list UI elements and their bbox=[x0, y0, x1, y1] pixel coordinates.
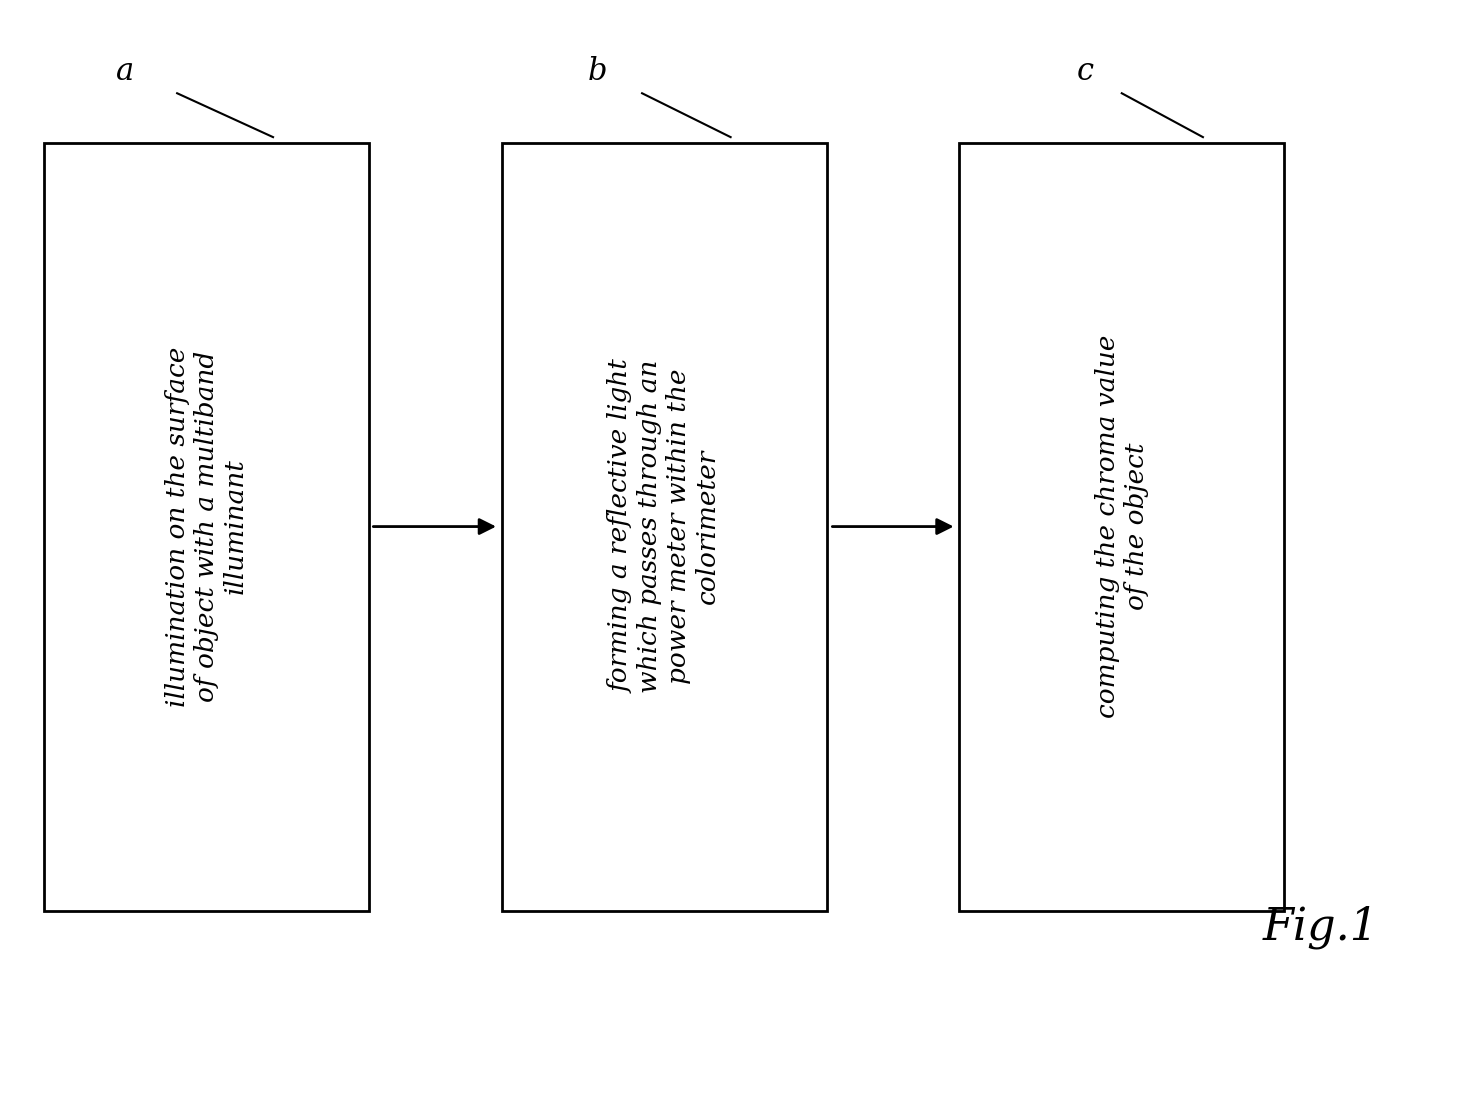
Text: illumination on the surface
of object with a multiband
illuminant: illumination on the surface of object wi… bbox=[165, 347, 248, 706]
Bar bbox=[44, 143, 369, 911]
Bar bbox=[502, 143, 827, 911]
Text: Fig.1: Fig.1 bbox=[1263, 905, 1379, 949]
Text: forming a reflective light
which passes through an
power meter within the
colori: forming a reflective light which passes … bbox=[608, 360, 720, 693]
Text: c: c bbox=[1076, 56, 1094, 87]
Text: computing the chroma value
of the object: computing the chroma value of the object bbox=[1095, 335, 1148, 719]
Text: b: b bbox=[587, 56, 608, 87]
Bar bbox=[959, 143, 1284, 911]
Text: a: a bbox=[117, 56, 134, 87]
